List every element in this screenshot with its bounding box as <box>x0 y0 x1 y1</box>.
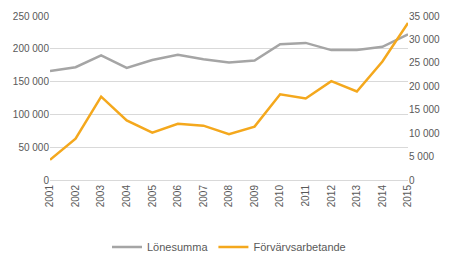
svg-text:200 000: 200 000 <box>13 43 50 54</box>
svg-text:Lönesumma: Lönesumma <box>147 241 208 253</box>
svg-text:2012: 2012 <box>326 185 337 208</box>
svg-text:2009: 2009 <box>249 185 260 208</box>
svg-text:2008: 2008 <box>223 185 234 208</box>
svg-text:150 000: 150 000 <box>13 76 50 87</box>
svg-text:2011: 2011 <box>300 185 311 207</box>
svg-text:10 000: 10 000 <box>409 128 440 139</box>
svg-text:25 000: 25 000 <box>409 57 440 68</box>
svg-text:5 000: 5 000 <box>409 151 434 162</box>
svg-text:2002: 2002 <box>70 185 81 208</box>
svg-text:20 000: 20 000 <box>409 81 440 92</box>
svg-text:250 000: 250 000 <box>13 11 50 22</box>
svg-text:2003: 2003 <box>95 185 106 208</box>
svg-text:2010: 2010 <box>274 185 285 208</box>
svg-text:2004: 2004 <box>121 185 132 208</box>
svg-text:Förvärvsarbetande: Förvärvsarbetande <box>253 241 345 253</box>
svg-text:2014: 2014 <box>377 185 388 208</box>
svg-text:50 000: 50 000 <box>18 142 49 153</box>
svg-text:30 000: 30 000 <box>409 34 440 45</box>
svg-text:2013: 2013 <box>351 185 362 208</box>
svg-text:15 000: 15 000 <box>409 104 440 115</box>
svg-text:2015: 2015 <box>402 185 413 208</box>
svg-text:0: 0 <box>43 175 49 186</box>
svg-text:35 000: 35 000 <box>409 11 440 22</box>
svg-text:100 000: 100 000 <box>13 109 50 120</box>
svg-text:2001: 2001 <box>44 185 55 208</box>
svg-text:2006: 2006 <box>172 185 183 208</box>
svg-text:2005: 2005 <box>147 185 158 208</box>
svg-text:0: 0 <box>409 175 415 186</box>
svg-text:2007: 2007 <box>198 185 209 208</box>
